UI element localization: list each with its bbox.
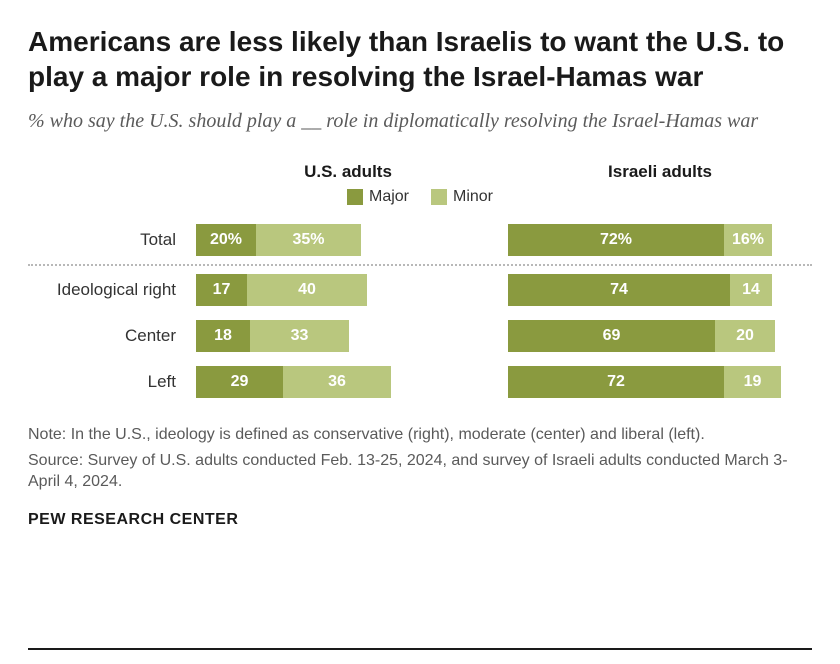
legend-item-minor: Minor bbox=[431, 188, 493, 206]
chart-note: Note: In the U.S., ideology is defined a… bbox=[28, 424, 812, 446]
legend-swatch-minor bbox=[431, 189, 447, 205]
bar-cell-il: 7414 bbox=[508, 270, 812, 310]
bar-segment-major: 17 bbox=[196, 274, 247, 306]
bar-segment-major: 72 bbox=[508, 366, 724, 398]
bar-wrap: 1833 bbox=[196, 320, 349, 352]
bar-cell-us: 20%35% bbox=[196, 220, 500, 260]
bar-segment-major: 74 bbox=[508, 274, 730, 306]
bar-segment-minor: 33 bbox=[250, 320, 349, 352]
bar-segment-major: 72% bbox=[508, 224, 724, 256]
chart-source: Source: Survey of U.S. adults conducted … bbox=[28, 450, 812, 493]
bar-wrap: 2936 bbox=[196, 366, 391, 398]
chart-title: Americans are less likely than Israelis … bbox=[28, 24, 812, 94]
chart-subtitle: % who say the U.S. should play a __ role… bbox=[28, 108, 812, 134]
row-label: Ideological right bbox=[28, 270, 188, 310]
legend-label-major: Major bbox=[369, 188, 409, 206]
legend-swatch-major bbox=[347, 189, 363, 205]
bar-wrap: 1740 bbox=[196, 274, 367, 306]
legend-label-minor: Minor bbox=[453, 188, 493, 206]
bar-cell-us: 1833 bbox=[196, 316, 500, 356]
row-label: Total bbox=[28, 220, 188, 260]
bar-segment-minor: 20 bbox=[715, 320, 775, 352]
bar-segment-minor: 40 bbox=[247, 274, 367, 306]
bar-segment-major: 29 bbox=[196, 366, 283, 398]
bar-segment-major: 18 bbox=[196, 320, 250, 352]
bar-segment-major: 20% bbox=[196, 224, 256, 256]
column-header-israeli: Israeli adults bbox=[508, 162, 812, 182]
bar-wrap: 6920 bbox=[508, 320, 775, 352]
bar-wrap: 20%35% bbox=[196, 224, 361, 256]
bar-segment-minor: 16% bbox=[724, 224, 772, 256]
bar-segment-minor: 14 bbox=[730, 274, 772, 306]
bar-cell-us: 2936 bbox=[196, 362, 500, 402]
bottom-rule bbox=[28, 648, 812, 650]
bar-cell-il: 6920 bbox=[508, 316, 812, 356]
row-label: Left bbox=[28, 362, 188, 402]
bar-cell-il: 7219 bbox=[508, 362, 812, 402]
bar-cell-us: 1740 bbox=[196, 270, 500, 310]
bar-wrap: 7414 bbox=[508, 274, 772, 306]
bar-segment-major: 69 bbox=[508, 320, 715, 352]
bar-cell-il: 72%16% bbox=[508, 220, 812, 260]
column-header-us: U.S. adults bbox=[196, 162, 500, 182]
legend-item-major: Major bbox=[347, 188, 409, 206]
chart-area: U.S. adults Israeli adults Major Minor T… bbox=[28, 162, 812, 402]
row-label: Center bbox=[28, 316, 188, 356]
footer-brand: PEW RESEARCH CENTER bbox=[28, 511, 812, 529]
bar-wrap: 7219 bbox=[508, 366, 781, 398]
bar-segment-minor: 19 bbox=[724, 366, 781, 398]
legend: Major Minor bbox=[28, 188, 812, 206]
bar-segment-minor: 35% bbox=[256, 224, 361, 256]
bar-wrap: 72%16% bbox=[508, 224, 772, 256]
bar-segment-minor: 36 bbox=[283, 366, 391, 398]
